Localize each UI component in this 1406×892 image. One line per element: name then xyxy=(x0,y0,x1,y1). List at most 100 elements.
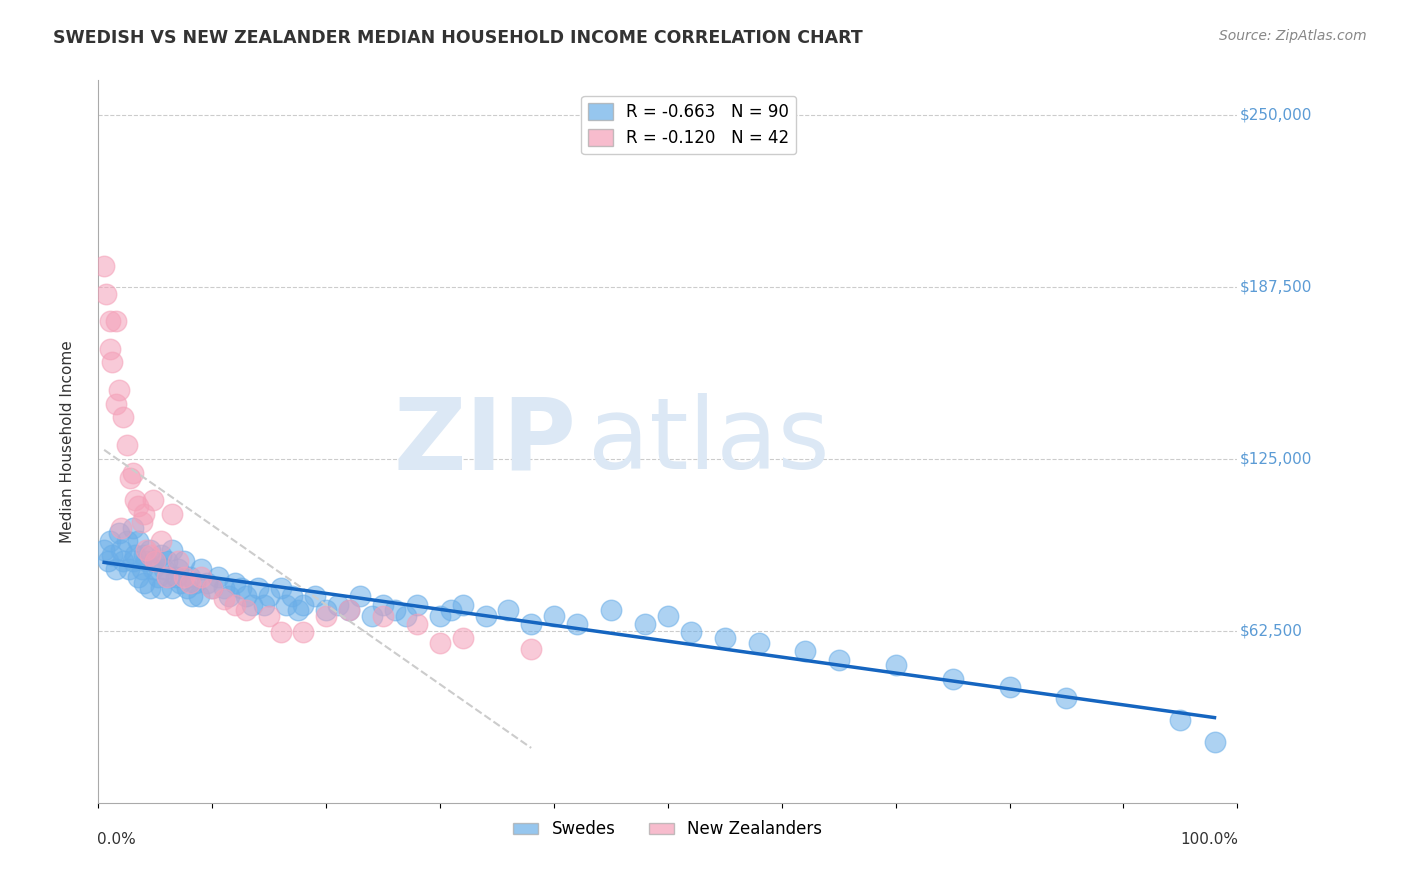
Point xyxy=(96,553,118,567)
Point xyxy=(179,570,201,584)
Point xyxy=(406,616,429,631)
Point xyxy=(326,598,349,612)
Point xyxy=(162,542,184,557)
Point xyxy=(131,562,153,576)
Point xyxy=(190,562,212,576)
Point xyxy=(121,553,143,567)
Point xyxy=(679,625,702,640)
Point xyxy=(138,542,160,557)
Point xyxy=(162,507,184,521)
Point xyxy=(135,542,157,557)
Point xyxy=(224,598,246,612)
Point xyxy=(337,603,360,617)
Point xyxy=(124,493,146,508)
Point xyxy=(281,590,304,604)
Point xyxy=(714,631,737,645)
Text: SWEDISH VS NEW ZEALANDER MEDIAN HOUSEHOLD INCOME CORRELATION CHART: SWEDISH VS NEW ZEALANDER MEDIAN HOUSEHOL… xyxy=(53,29,863,46)
Point xyxy=(142,562,165,576)
Text: ZIP: ZIP xyxy=(394,393,576,490)
Point xyxy=(127,534,149,549)
Point xyxy=(429,636,451,650)
Point xyxy=(276,598,298,612)
Point xyxy=(371,598,394,612)
Point xyxy=(371,608,394,623)
Point xyxy=(167,562,190,576)
Point xyxy=(190,570,212,584)
Point xyxy=(429,608,451,623)
Point xyxy=(287,603,309,617)
Point xyxy=(138,581,160,595)
Point xyxy=(104,314,127,328)
Point xyxy=(384,603,406,617)
Point xyxy=(145,553,167,567)
Point xyxy=(150,581,173,595)
Point xyxy=(315,603,337,617)
Point xyxy=(229,581,252,595)
Point xyxy=(108,383,131,397)
Point xyxy=(224,575,246,590)
Point xyxy=(195,575,218,590)
Point xyxy=(1054,691,1078,706)
Point xyxy=(121,466,143,480)
Point xyxy=(395,608,418,623)
Point xyxy=(235,603,257,617)
Text: $62,500: $62,500 xyxy=(1240,624,1302,639)
Point xyxy=(96,286,118,301)
Point xyxy=(124,548,146,562)
Point xyxy=(98,314,121,328)
Point xyxy=(451,598,474,612)
Point xyxy=(360,608,382,623)
Point xyxy=(252,598,274,612)
Point xyxy=(793,644,815,658)
Point xyxy=(180,590,202,604)
Point xyxy=(270,581,292,595)
Point xyxy=(600,603,623,617)
Point xyxy=(156,553,179,567)
Point xyxy=(110,542,132,557)
Point xyxy=(748,636,770,650)
Point xyxy=(101,548,124,562)
Point xyxy=(169,575,191,590)
Point xyxy=(138,548,160,562)
Point xyxy=(304,590,326,604)
Point xyxy=(201,581,224,595)
Point xyxy=(235,590,257,604)
Point xyxy=(998,680,1021,694)
Point xyxy=(1204,735,1226,749)
Point xyxy=(115,438,138,452)
Point xyxy=(259,590,281,604)
Point xyxy=(1170,713,1192,727)
Text: Source: ZipAtlas.com: Source: ZipAtlas.com xyxy=(1219,29,1367,43)
Text: $187,500: $187,500 xyxy=(1240,279,1312,294)
Point xyxy=(120,471,142,485)
Point xyxy=(176,581,198,595)
Point xyxy=(156,570,179,584)
Point xyxy=(132,548,155,562)
Point xyxy=(93,542,115,557)
Point xyxy=(270,625,292,640)
Point xyxy=(150,548,173,562)
Point xyxy=(406,598,429,612)
Text: $250,000: $250,000 xyxy=(1240,107,1312,122)
Point xyxy=(118,562,141,576)
Point xyxy=(207,570,229,584)
Point xyxy=(121,520,143,534)
Point xyxy=(132,575,155,590)
Point xyxy=(201,581,224,595)
Text: 0.0%: 0.0% xyxy=(97,831,136,847)
Point xyxy=(112,410,135,425)
Point xyxy=(474,608,496,623)
Point xyxy=(212,581,235,595)
Point xyxy=(634,616,657,631)
Point xyxy=(349,590,371,604)
Point xyxy=(173,553,195,567)
Point xyxy=(104,397,127,411)
Point xyxy=(184,575,207,590)
Point xyxy=(150,534,173,549)
Point xyxy=(127,499,149,513)
Point xyxy=(187,590,209,604)
Point xyxy=(657,608,679,623)
Point xyxy=(131,515,153,529)
Point xyxy=(259,608,281,623)
Point xyxy=(101,355,124,369)
